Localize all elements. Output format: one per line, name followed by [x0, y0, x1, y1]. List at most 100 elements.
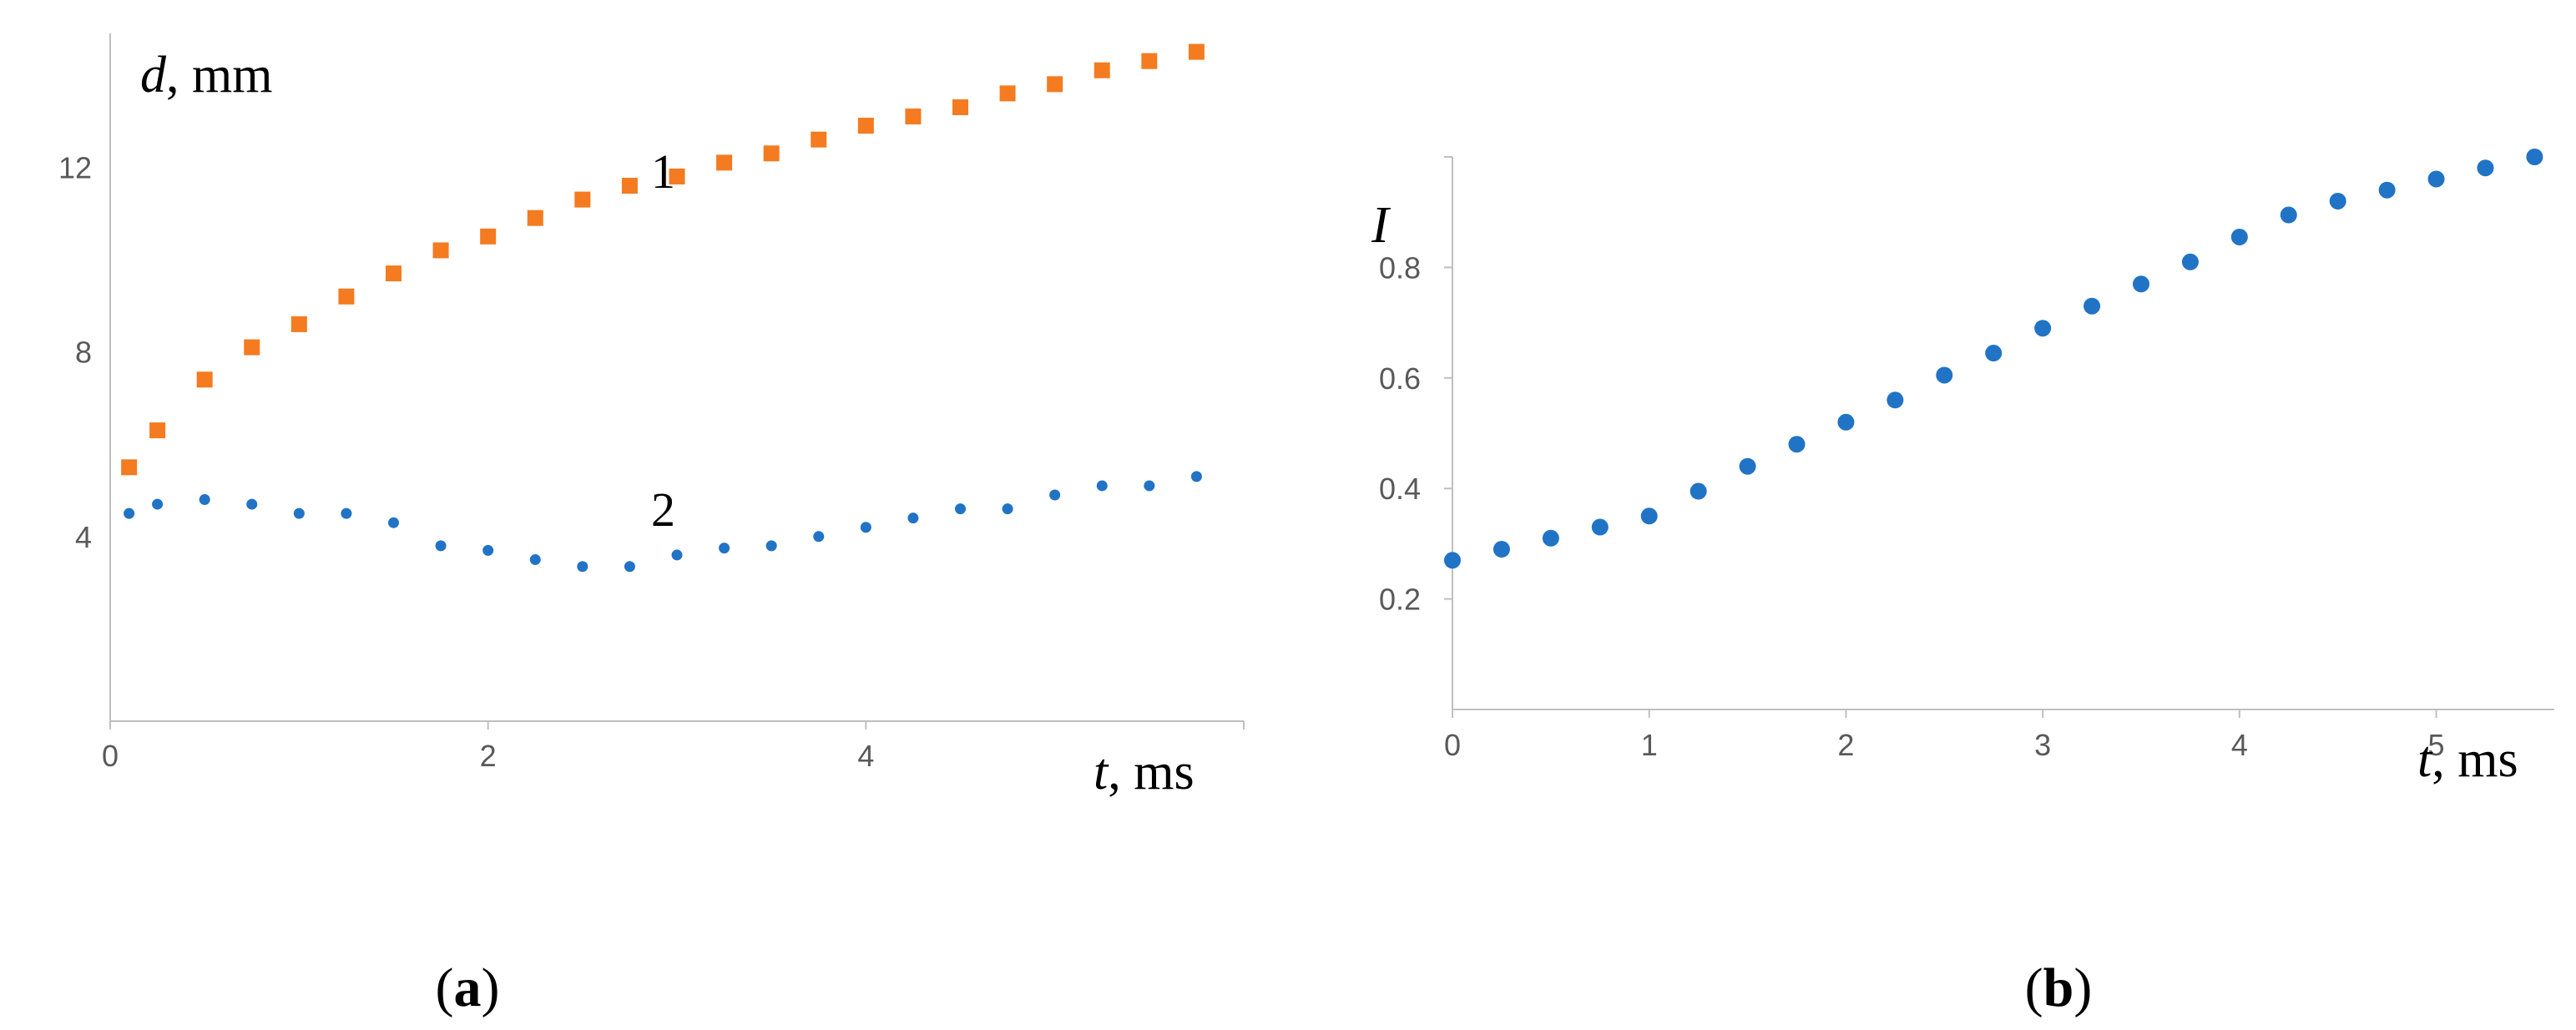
- data-point-panel-a-series-1: [1141, 53, 1158, 69]
- data-point-panel-b-series-1: [1739, 457, 1756, 475]
- panel-b-x-axis-label: t, ms: [2417, 731, 2518, 788]
- data-point-panel-a-series-2: [671, 549, 683, 561]
- data-point-panel-a-series-2: [529, 553, 541, 565]
- data-point-panel-a-series-1: [244, 339, 260, 356]
- panel-a-points: [121, 43, 1205, 573]
- x-tick-label: 1: [1641, 728, 1658, 762]
- data-point-panel-a-series-2: [293, 507, 305, 519]
- data-point-panel-a-series-1: [1047, 76, 1063, 93]
- panel-a-x-axis-unit: , ms: [1108, 744, 1194, 800]
- y-tick-label: 12: [58, 150, 92, 184]
- panel-b-points: [1444, 149, 2543, 569]
- data-point-panel-a-series-2: [1002, 503, 1013, 515]
- data-point-panel-b-series-1: [1444, 552, 1461, 569]
- data-point-panel-a-series-2: [199, 494, 210, 506]
- data-point-panel-b-series-1: [2280, 206, 2297, 224]
- panel-a-x-axis-symbol: t: [1094, 744, 1109, 800]
- data-point-panel-b-series-1: [2181, 253, 2199, 270]
- data-point-panel-b-series-1: [2378, 181, 2396, 199]
- data-point-panel-a-series-1: [386, 265, 402, 282]
- data-point-panel-a-series-2: [907, 512, 919, 524]
- y-tick-label: 0.2: [1379, 583, 1421, 617]
- data-point-panel-b-series-1: [1493, 541, 1510, 558]
- data-point-panel-a-series-1: [716, 154, 733, 171]
- data-point-panel-a-series-2: [1190, 471, 1202, 482]
- data-point-panel-a-series-1: [763, 145, 780, 162]
- x-tick-label: 3: [2034, 728, 2051, 762]
- y-tick-label: 0.8: [1379, 250, 1421, 285]
- panel-label-a-close-paren: ): [482, 957, 500, 1018]
- data-point-panel-b-series-1: [1936, 366, 1953, 384]
- data-point-panel-a-series-1: [669, 168, 685, 184]
- data-point-panel-a-series-1: [149, 422, 166, 439]
- data-point-panel-a-series-1: [811, 131, 827, 148]
- data-point-panel-a-series-2: [388, 517, 399, 528]
- data-point-panel-a-series-2: [1096, 480, 1108, 492]
- data-point-panel-a-series-2: [1144, 480, 1155, 492]
- data-point-panel-a-series-2: [482, 544, 494, 556]
- data-point-panel-a-series-1: [338, 288, 355, 305]
- data-point-panel-b-series-1: [2526, 149, 2543, 165]
- x-tick-label: 4: [2231, 728, 2248, 762]
- data-point-panel-a-series-1: [574, 191, 591, 208]
- x-tick-label: 0: [102, 739, 119, 773]
- data-point-panel-a-series-2: [246, 498, 258, 510]
- panel-label-a-letter: a: [454, 957, 482, 1018]
- data-point-panel-a-series-2: [813, 531, 825, 543]
- data-point-panel-a-series-1: [857, 118, 874, 134]
- panel-b-y-axis-label: I: [1371, 197, 1392, 254]
- panel-a-y-axis-symbol: d: [140, 47, 167, 104]
- panel-label-b-open-paren: (: [2025, 957, 2043, 1018]
- panel-a-y-axis-label: d, mm: [140, 47, 272, 104]
- series-label-2: 2: [651, 482, 675, 537]
- data-point-panel-a-series-1: [999, 85, 1016, 102]
- data-point-panel-b-series-1: [2427, 170, 2445, 188]
- panel-b-x-axis-unit: , ms: [2432, 731, 2518, 788]
- data-point-panel-b-series-1: [1591, 518, 1609, 536]
- data-point-panel-a-series-1: [121, 459, 138, 476]
- data-point-panel-a-series-1: [905, 109, 922, 125]
- data-point-panel-a-series-1: [432, 242, 449, 259]
- panel-b-x-ticks: 0 1 2 3 4 5: [1444, 709, 2445, 762]
- data-point-panel-a-series-2: [435, 540, 447, 552]
- panel-label-b-letter: b: [2043, 957, 2074, 1018]
- data-point-panel-b-series-1: [1788, 436, 1806, 453]
- y-tick-label: 8: [75, 336, 92, 370]
- x-tick-label: 4: [857, 739, 874, 773]
- panel-a-y-axis-unit: , mm: [166, 47, 272, 104]
- chart-panel-b: 0 1 2 3 4 5 0.2 0.4 0.6 0.8 I t, ms (b): [1371, 149, 2554, 1018]
- panel-b-y-axis-symbol: I: [1371, 197, 1392, 254]
- data-point-panel-a-series-2: [624, 561, 635, 573]
- data-point-panel-b-series-1: [1837, 413, 1855, 431]
- data-point-panel-b-series-1: [1542, 529, 1559, 547]
- data-point-panel-b-series-1: [2133, 275, 2149, 293]
- data-point-panel-a-series-2: [955, 503, 966, 515]
- panel-b-x-axis-symbol: t: [2417, 731, 2433, 788]
- series-label-1: 1: [651, 144, 675, 199]
- data-point-panel-b-series-1: [1640, 507, 1658, 525]
- data-point-panel-a-series-2: [719, 543, 730, 554]
- data-point-panel-b-series-1: [1690, 482, 1707, 500]
- data-point-panel-a-series-1: [527, 210, 543, 226]
- data-point-panel-a-series-2: [341, 507, 352, 519]
- data-point-panel-b-series-1: [2477, 159, 2494, 177]
- data-point-panel-b-series-1: [1887, 391, 1904, 409]
- data-point-panel-a-series-2: [765, 540, 777, 552]
- data-point-panel-a-series-1: [480, 228, 497, 245]
- data-point-panel-a-series-1: [621, 177, 638, 194]
- panel-a-x-axis-label: t, ms: [1094, 744, 1195, 800]
- panel-a-x-ticks: 0 2 4: [102, 721, 1245, 773]
- data-point-panel-b-series-1: [2084, 297, 2101, 315]
- data-point-panel-b-series-1: [2329, 192, 2346, 210]
- panel-label-b: (b): [2025, 957, 2093, 1018]
- panel-label-b-close-paren: ): [2073, 957, 2092, 1018]
- x-tick-label: 5: [2428, 728, 2445, 762]
- panel-a-y-ticks: 4 8 12: [58, 150, 92, 553]
- data-point-panel-a-series-1: [1188, 43, 1205, 60]
- data-point-panel-a-series-1: [196, 371, 213, 388]
- data-point-panel-a-series-2: [152, 498, 164, 510]
- x-tick-label: 2: [480, 739, 497, 773]
- data-point-panel-b-series-1: [2230, 228, 2248, 245]
- data-point-panel-b-series-1: [1985, 345, 2003, 362]
- panel-label-a: (a): [436, 957, 500, 1018]
